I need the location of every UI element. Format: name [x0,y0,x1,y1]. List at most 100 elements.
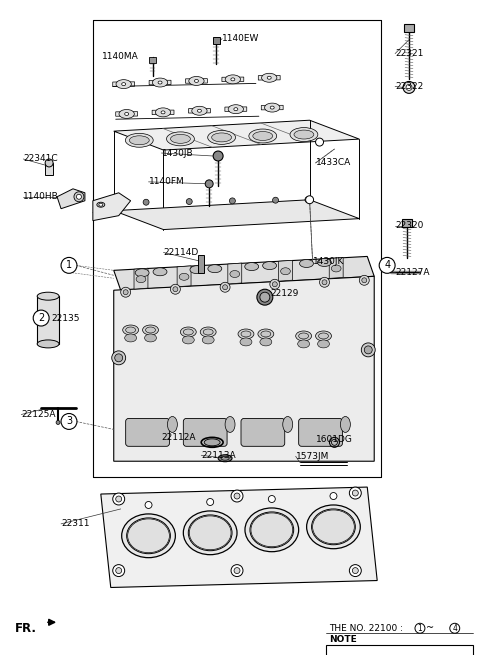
Ellipse shape [312,509,355,545]
Text: 3: 3 [66,417,72,426]
Bar [37,296,59,344]
Ellipse shape [258,329,274,339]
Bar [45,163,53,175]
Ellipse shape [125,112,129,116]
Ellipse shape [204,439,220,446]
Ellipse shape [312,510,354,544]
Text: 22322: 22322 [395,82,423,91]
Ellipse shape [126,327,136,333]
Text: 22129: 22129 [271,288,299,298]
Ellipse shape [122,514,175,558]
Ellipse shape [245,263,259,271]
Ellipse shape [240,338,252,346]
Text: 1140FM: 1140FM [148,177,184,187]
Circle shape [173,286,178,292]
Circle shape [268,495,276,503]
Ellipse shape [264,103,280,112]
Text: 22125A: 22125A [21,410,56,419]
Circle shape [305,196,311,202]
FancyBboxPatch shape [126,419,169,446]
Ellipse shape [144,334,156,342]
Ellipse shape [119,110,134,118]
Ellipse shape [188,515,232,551]
Polygon shape [116,112,138,116]
Circle shape [56,420,60,424]
Circle shape [115,354,123,362]
Ellipse shape [251,513,293,547]
Circle shape [113,564,125,577]
Ellipse shape [290,127,318,141]
Circle shape [257,289,273,305]
Text: FR.: FR. [15,622,37,635]
Ellipse shape [97,202,105,207]
Ellipse shape [208,131,236,145]
Circle shape [349,487,361,499]
Polygon shape [114,256,374,290]
Ellipse shape [238,329,254,339]
Circle shape [364,346,372,354]
Circle shape [123,290,128,295]
Ellipse shape [208,265,222,273]
Circle shape [234,568,240,574]
Circle shape [415,623,425,633]
Ellipse shape [294,130,314,139]
Ellipse shape [221,456,229,461]
Circle shape [234,493,240,499]
Ellipse shape [283,417,293,432]
Ellipse shape [161,111,165,114]
Polygon shape [189,108,210,113]
Circle shape [231,564,243,577]
Polygon shape [228,263,242,284]
Bar [325,645,473,657]
Circle shape [186,198,192,204]
Ellipse shape [225,417,235,432]
Ellipse shape [167,132,194,146]
Circle shape [403,81,415,93]
Text: 1140HB: 1140HB [23,193,59,201]
Ellipse shape [37,340,59,348]
Ellipse shape [168,417,178,432]
Ellipse shape [190,265,204,274]
Circle shape [74,192,84,202]
Ellipse shape [128,519,169,553]
Circle shape [76,194,82,199]
Text: 1: 1 [418,623,422,633]
Ellipse shape [250,512,294,548]
Polygon shape [222,77,244,81]
Polygon shape [185,79,207,83]
Text: 1601DG: 1601DG [315,435,352,444]
Bar [404,24,414,32]
Ellipse shape [307,505,360,549]
Circle shape [61,258,77,273]
Polygon shape [149,80,171,85]
Ellipse shape [200,327,216,337]
Circle shape [260,292,270,302]
Polygon shape [57,189,85,209]
Circle shape [306,196,313,204]
Circle shape [220,283,230,292]
Circle shape [45,159,53,167]
Circle shape [379,258,395,273]
Ellipse shape [135,269,149,277]
Circle shape [120,287,131,297]
Circle shape [270,279,280,289]
Polygon shape [93,193,131,221]
Ellipse shape [183,511,237,555]
Circle shape [113,493,125,505]
Ellipse shape [153,268,167,276]
Text: 4: 4 [452,623,457,633]
Text: NOTE: NOTE [329,635,357,644]
Text: 4: 4 [384,260,390,271]
Circle shape [143,199,149,205]
Ellipse shape [182,336,194,344]
Ellipse shape [231,78,235,81]
Circle shape [116,568,122,574]
Text: 22321: 22321 [395,49,423,58]
Ellipse shape [281,268,290,275]
Circle shape [229,198,235,204]
Text: 22112A: 22112A [161,433,196,442]
Ellipse shape [170,135,191,143]
Polygon shape [258,76,280,80]
Circle shape [207,499,214,505]
Ellipse shape [315,331,332,341]
